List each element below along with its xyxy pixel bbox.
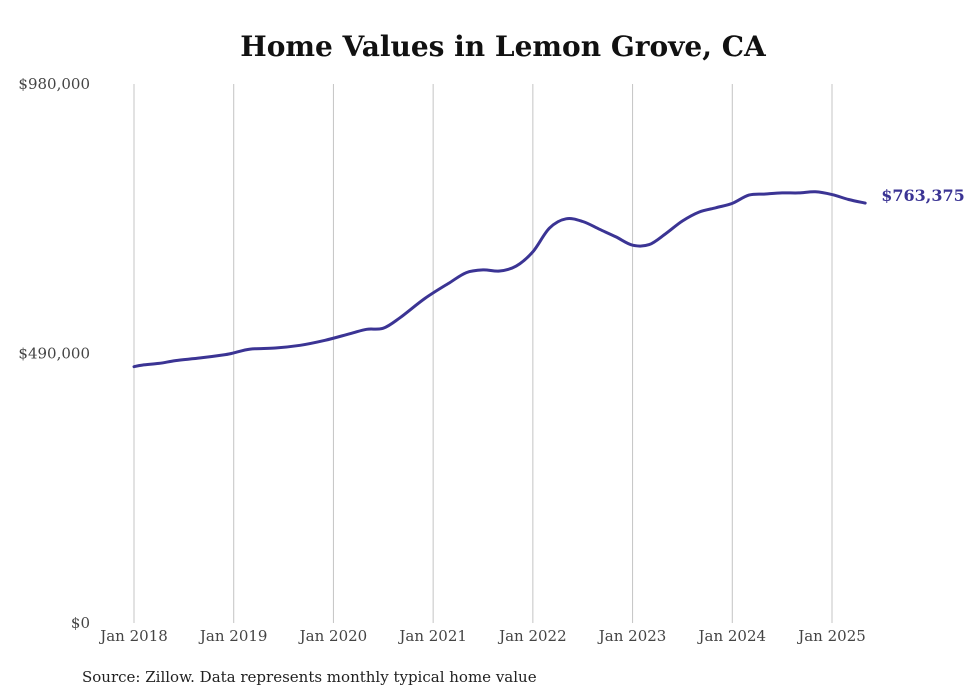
source-note: Source: Zillow. Data represents monthly … [82, 668, 537, 686]
y-axis: $0 $490,000 $980,000 [18, 75, 90, 632]
x-tick-label: Jan 2021 [397, 627, 467, 645]
y-tick-label: $490,000 [18, 345, 90, 363]
y-tick-label: $0 [71, 614, 90, 632]
chart-title: Home Values in Lemon Grove, CA [240, 30, 766, 63]
series-line [132, 190, 867, 369]
x-tick-label: Jan 2022 [497, 627, 567, 645]
y-tick-label: $980,000 [18, 75, 90, 93]
x-tick-label: Jan 2019 [198, 627, 268, 645]
x-tick-label: Jan 2024 [697, 627, 767, 645]
x-tick-label: Jan 2018 [98, 627, 168, 645]
x-tick-label: Jan 2025 [796, 627, 866, 645]
series [132, 190, 867, 369]
end-value-label: $763,375 [881, 186, 965, 205]
x-tick-label: Jan 2020 [298, 627, 368, 645]
x-axis: Jan 2018 Jan 2019 Jan 2020 Jan 2021 Jan 2022… [98, 627, 866, 645]
x-tick-label: Jan 2023 [597, 627, 667, 645]
grid [133, 84, 833, 623]
